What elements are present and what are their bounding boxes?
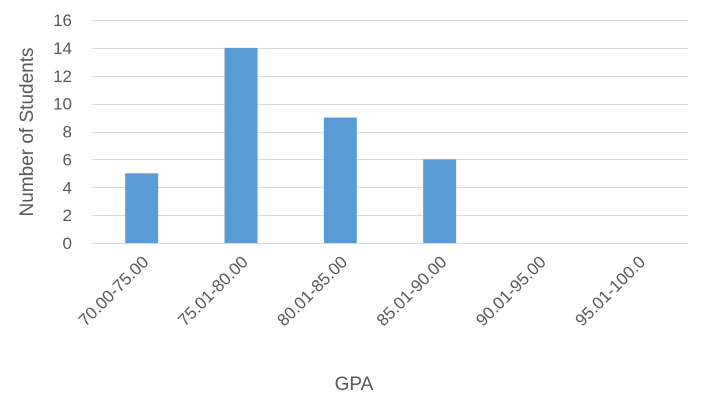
x-tick-label: 90.01-95.00 xyxy=(472,252,550,330)
bar xyxy=(125,173,159,243)
y-tick-label: 10 xyxy=(53,95,72,114)
bar xyxy=(423,159,457,243)
y-tick-label: 6 xyxy=(63,150,72,169)
bar xyxy=(323,117,357,243)
x-tick-labels: 70.00-75.00 75.01-80.00 80.01-85.00 85.01-9… xyxy=(75,252,649,330)
y-tick-label: 16 xyxy=(53,11,72,30)
x-tick-label: 95.01-100.0 xyxy=(572,252,650,330)
y-axis-title: Number of Students xyxy=(17,48,38,217)
x-tick-label: 75.01-80.00 xyxy=(174,252,252,330)
y-tick-label: 2 xyxy=(63,206,72,225)
bars xyxy=(125,47,457,243)
y-tick-labels: 0 2 4 6 8 10 12 14 16 xyxy=(53,11,72,253)
bar xyxy=(224,47,258,243)
y-tick-label: 14 xyxy=(53,39,72,58)
x-tick-label: 85.01-90.00 xyxy=(373,252,451,330)
x-tick-label: 70.00-75.00 xyxy=(75,252,153,330)
y-tick-label: 8 xyxy=(63,123,72,142)
gridlines xyxy=(92,20,688,244)
y-tick-label: 12 xyxy=(53,67,72,86)
y-tick-label: 4 xyxy=(63,178,72,197)
y-tick-label: 0 xyxy=(63,234,72,253)
x-tick-label: 80.01-85.00 xyxy=(274,252,352,330)
x-axis-title: GPA xyxy=(335,374,374,395)
